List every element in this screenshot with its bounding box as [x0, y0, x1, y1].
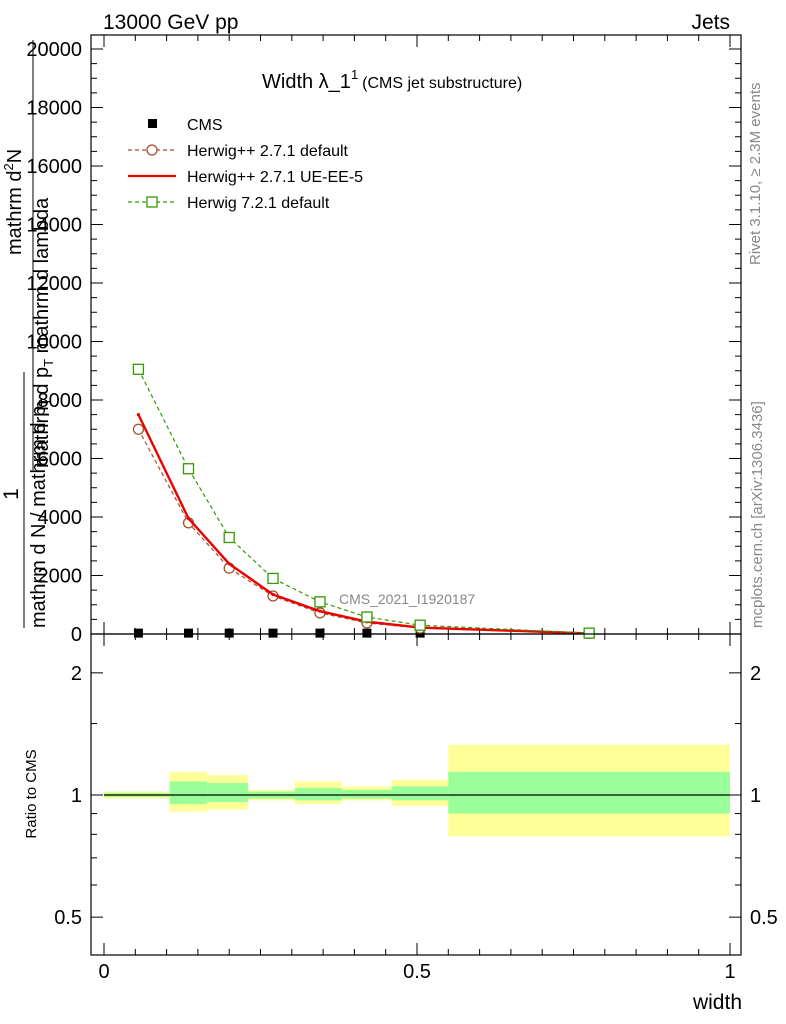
ratio-green-band [448, 771, 730, 814]
ratio-y-ticks: 0.5 0.5 1 1 2 2 [54, 663, 778, 929]
series-layer [132, 363, 595, 640]
main-ytick-label: 16000 [26, 156, 82, 178]
legend-cms-marker [148, 119, 157, 128]
title-sup: 1 [351, 67, 358, 82]
legend-herwig-ueee5-label: Herwig++ 2.7.1 UE-EE-5 [187, 169, 363, 186]
legend-herwig-default-label: Herwig++ 2.7.1 default [187, 143, 349, 160]
main-ytick-label: 10000 [26, 332, 82, 354]
main-ytick-label: 8000 [38, 390, 83, 412]
x-axis-label: width [692, 991, 742, 1014]
ylabel-numer-main: mathrm d [4, 171, 26, 255]
ylabel-denom-rest: mathrm d lambda [31, 197, 53, 359]
main-ytick-label: 4000 [38, 507, 83, 529]
cms-data-point [224, 628, 234, 638]
main-ytick-label: 6000 [38, 449, 83, 471]
main-x-ticks [103, 35, 731, 634]
ratio-ytick-label-right: 1 [750, 785, 761, 807]
main-ytick-label: 14000 [26, 215, 82, 237]
ratio-xtick-label: 0 [98, 961, 109, 983]
header-left: 13000 GeV pp [103, 11, 238, 34]
ratio-x-ticks: 0 0.5 1 [98, 634, 736, 983]
legend: CMS Herwig++ 2.7.1 default Herwig++ 2.7.… [128, 117, 363, 212]
herwig7-point [314, 596, 326, 608]
ratio-xtick-label: 1 [724, 961, 735, 983]
main-ytick-label: 2000 [38, 566, 83, 588]
ylabel-denom-main: mathrm d p [31, 367, 53, 468]
ylabel-frac-den-sub: T [38, 398, 53, 406]
herwig7-point [267, 572, 279, 585]
main-ytick-label: 12000 [26, 273, 82, 295]
herwig7-point [223, 531, 235, 544]
cms-data-point [362, 628, 372, 638]
herwig-ueee5-point [227, 562, 231, 566]
ratio-green-band [294, 788, 342, 801]
herwig7-point [361, 611, 373, 623]
mcplots-label: mcplots.cern.ch [arXiv:1306.3436] [749, 401, 766, 628]
herwig-default-point [132, 423, 145, 435]
main-ytick-label: 18000 [26, 98, 82, 120]
ylabel-frac-num: 1 [0, 488, 23, 500]
herwig-ueee5-point [271, 592, 275, 597]
herwig7-point [182, 463, 195, 475]
ylabel-denom-sub: T [41, 359, 56, 367]
legend-herwig7-marker [146, 196, 158, 208]
ylabel-numer-rest: N [4, 149, 26, 163]
ratio-green-band [341, 789, 392, 799]
ratio-bands [104, 744, 730, 837]
cms-data-point [268, 628, 278, 638]
main-y-axis-label: 1 mathrm d N / mathrm d pT mathrm d2N ma… [0, 40, 56, 628]
ratio-green-band [391, 786, 449, 801]
cms-data-point [133, 628, 143, 638]
ratio-green-band [207, 783, 248, 803]
herwig7-point [414, 619, 426, 631]
legend-cms-label: CMS [187, 117, 223, 134]
main-ytick-label: 20000 [26, 39, 82, 61]
legend-herwig-default-marker [146, 144, 158, 156]
title-main: Width λ_1 [262, 71, 351, 93]
main-y-ticks: 0 2000 4000 6000 8000 10000 12000 14000 16000 180… [26, 39, 741, 646]
ratio-ytick-label-left: 1 [71, 785, 82, 807]
chart-title: Width λ_11 (CMS jet substructure) [262, 67, 522, 93]
herwig-ueee5-point [318, 609, 322, 613]
ratio-y-axis-label: Ratio to CMS [23, 749, 40, 838]
rivet-label: Rivet 3.1.10, ≥ 2.3M events [747, 83, 764, 266]
ylabel-numer-sup: 2 [1, 163, 16, 170]
ylabel-numer: mathrm d2N [1, 149, 26, 255]
herwig-ueee5-point [186, 516, 191, 521]
herwig7-point [583, 627, 595, 639]
main-ytick-label: 0 [71, 624, 82, 646]
ratio-ytick-label-right: 0.5 [750, 907, 778, 929]
legend-herwig7-label: Herwig 7.2.1 default [187, 195, 330, 212]
series-line-2 [137, 414, 590, 635]
cms-data-point [184, 628, 194, 638]
herwig7-point [132, 363, 145, 375]
header-right: Jets [691, 11, 730, 34]
ratio-ytick-label-left: 0.5 [54, 907, 82, 929]
ratio-green-band [169, 781, 208, 805]
ratio-ytick-label-right: 2 [750, 663, 761, 685]
title-sub: (CMS jet substructure) [362, 75, 522, 92]
cms-data-point [315, 628, 325, 638]
herwig-ueee5-point [136, 413, 141, 417]
analysis-watermark: CMS_2021_I1920187 [339, 591, 475, 607]
ratio-xtick-label: 0.5 [403, 961, 431, 983]
ratio-ytick-label-left: 2 [71, 663, 82, 685]
ylabel-denom: mathrm d pT mathrm d lambda [31, 197, 56, 468]
